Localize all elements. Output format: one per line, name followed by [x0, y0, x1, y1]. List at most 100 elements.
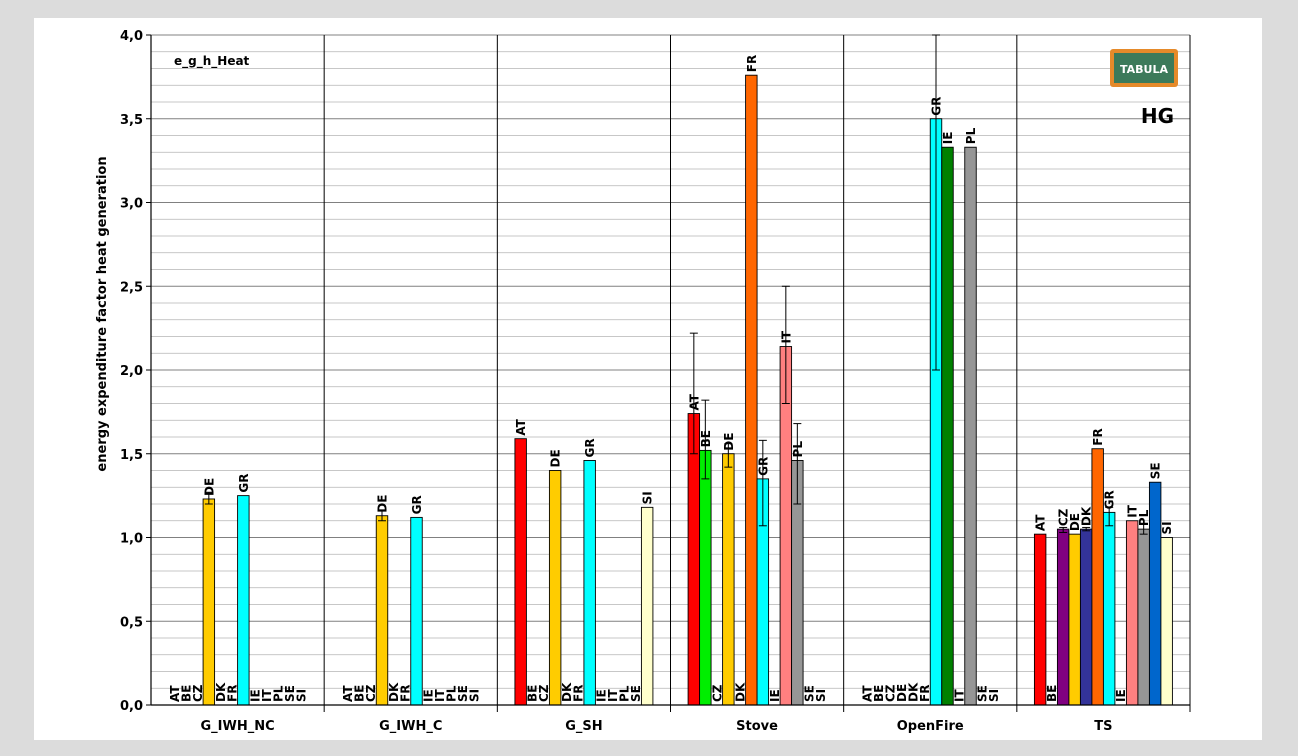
bar-label: DE: [895, 684, 909, 702]
bar-label: AT: [341, 685, 355, 702]
x-category-label: G_IWH_C: [379, 719, 442, 734]
bar-label: DK: [387, 682, 401, 702]
y-tick-label: 0,0: [120, 699, 143, 714]
badge-label: HG: [1141, 104, 1174, 128]
bar-OpenFire-PL: [964, 146, 977, 706]
bar-label: SE: [976, 685, 990, 702]
bar-TS-DE: [1068, 533, 1081, 706]
chart-panel: AT BE CZ DE DK FR GR IE IT PL SE SI AT BE CZ DE DK FR GR IE…: [34, 18, 1262, 740]
x-category-labels: G_IWH_NC G_IWH_C G_SH Stove OpenFire TS: [201, 719, 1113, 734]
bar-TS-SI: [1160, 537, 1173, 706]
bar-label: SE: [283, 685, 297, 702]
y-tick-label: 1,0: [120, 532, 143, 547]
bar-label: SE: [1149, 462, 1163, 479]
bar-TS-GR: [1102, 511, 1116, 706]
bar-label: FR: [225, 685, 239, 702]
bar-label: DK: [560, 682, 574, 702]
y-tick-label: 4,0: [120, 29, 143, 44]
bar-G_IWH_C-DE: [375, 515, 389, 706]
bar-G_IWH_NC-GR: [237, 495, 250, 706]
y-tick-label: 3,5: [120, 113, 143, 128]
bar-label: IT: [433, 689, 447, 702]
bar-TS-CZ: [1056, 528, 1070, 706]
bar-label: IT: [779, 330, 793, 343]
bar-label: PL: [271, 685, 285, 702]
bar-label: FR: [399, 685, 413, 702]
bar-label: BE: [872, 685, 886, 702]
bar-Stove-DE: [722, 453, 735, 706]
y-tick-label: 3,0: [120, 197, 143, 212]
bar-label: BE: [699, 430, 713, 447]
chart-annotation: e_g_h_Heat: [174, 54, 250, 69]
bar-label: GR: [1103, 490, 1117, 509]
y-tick-label: 1,5: [120, 448, 143, 463]
bar-label: GR: [410, 495, 424, 514]
axes: [146, 34, 1190, 706]
y-tick-label: 2,5: [120, 280, 143, 295]
tabula-logo: TABULA: [1110, 49, 1178, 87]
bar-label: DK: [214, 682, 228, 702]
bar-label: IT: [260, 689, 274, 702]
bar-label: PL: [445, 685, 459, 702]
bar-G_SH-DE: [548, 470, 562, 706]
bar-label: PL: [618, 685, 632, 702]
bar-TS-FR: [1091, 448, 1104, 706]
bar-Stove-FR: [745, 74, 758, 706]
bar-Stove-AT: [687, 413, 701, 706]
bar-label: SI: [1160, 521, 1174, 534]
bar-label: IT: [606, 689, 620, 702]
bar-label: SI: [987, 689, 1001, 702]
bar-label: FR: [745, 55, 759, 72]
bar-label: AT: [168, 685, 182, 702]
bar-TS-IT: [1125, 520, 1139, 706]
bar-label: DE: [549, 449, 563, 467]
bar-G_SH-AT: [514, 438, 527, 706]
bar-G_SH-GR: [583, 460, 596, 706]
bar-TS-PL: [1137, 528, 1150, 706]
group-separators: [323, 35, 1191, 712]
bar-OpenFire-IE: [941, 146, 954, 706]
bar-label: IE: [1114, 689, 1128, 702]
y-tick-label: 2,0: [120, 364, 143, 379]
bar-label: CZ: [364, 684, 378, 702]
bar-label: GR: [583, 438, 597, 457]
bar-label: AT: [1034, 514, 1048, 531]
logo-board: [1114, 53, 1174, 83]
bars: [202, 74, 1173, 706]
bar-label: SI: [468, 689, 482, 702]
x-category-label: TS: [1094, 719, 1112, 734]
bar-label: DE: [202, 478, 216, 496]
bar-label: SI: [641, 491, 655, 504]
bar-label: BE: [179, 685, 193, 702]
bar-label: SE: [629, 685, 643, 702]
bar-label: BE: [353, 685, 367, 702]
bar-label: AT: [687, 393, 701, 410]
bar-label: GR: [237, 474, 251, 493]
bar-label: CZ: [537, 684, 551, 702]
bar-label: FR: [1091, 428, 1105, 445]
bar-label: DE: [1068, 513, 1082, 531]
y-axis-title: energy expenditure factor heat generatio…: [95, 156, 110, 471]
bar-label: IE: [941, 132, 955, 145]
bar-label: CZ: [710, 684, 724, 702]
logo-text: TABULA: [1120, 63, 1168, 76]
bar-label: AT: [861, 685, 875, 702]
bar-label: IE: [422, 689, 436, 702]
bar-label: SI: [294, 689, 308, 702]
bar-label: IE: [768, 689, 782, 702]
bar-label: SI: [814, 689, 828, 702]
bar-label: SE: [456, 685, 470, 702]
bar-label: FR: [572, 685, 586, 702]
x-category-label: G_IWH_NC: [201, 719, 275, 734]
x-category-label: OpenFire: [897, 719, 964, 734]
bar-TS-AT: [1033, 533, 1047, 706]
bar-Stove-BE: [699, 449, 712, 706]
bar-G_SH-SI: [640, 506, 654, 706]
bar-label: PL: [791, 441, 805, 458]
bar-label: AT: [514, 418, 528, 435]
bar-label: SE: [802, 685, 816, 702]
bar-label: CZ: [884, 684, 898, 702]
bar-label: IT: [953, 689, 967, 702]
